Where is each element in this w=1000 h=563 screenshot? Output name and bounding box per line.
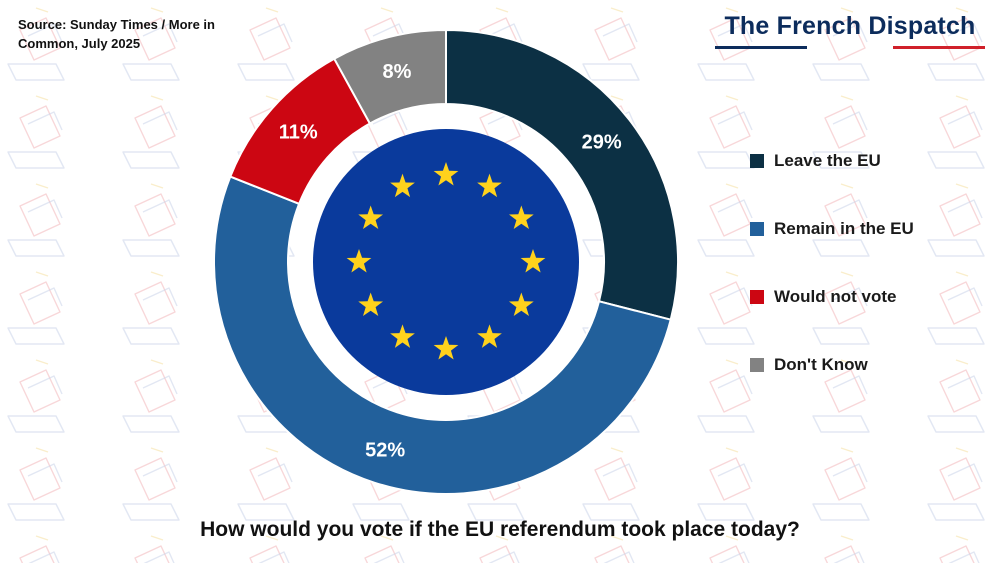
data-label-dont-know: 8% — [383, 61, 412, 83]
eu-stars — [346, 162, 546, 360]
legend-label-would-not-vote: Would not vote — [774, 287, 897, 306]
legend-swatch-leave — [750, 154, 764, 168]
brand-underline-blue — [715, 46, 807, 49]
donut-slice-dont-know — [332, 28, 447, 125]
brand-underline — [715, 46, 985, 50]
legend-item-would-not-vote: Would not vote — [750, 286, 990, 354]
slice-labels: 29% 52% 11% 8% — [279, 61, 622, 461]
eu-star-icon — [520, 249, 546, 273]
eu-star-icon — [433, 336, 459, 360]
eu-star-icon — [390, 173, 415, 198]
eu-star-icon — [390, 324, 415, 348]
legend-swatch-would-not-vote — [750, 290, 764, 304]
source-line-2: Common, July 2025 — [18, 36, 141, 51]
source-note: Source: Sunday Times / More in Common, J… — [18, 15, 248, 53]
data-label-would-not-vote: 11% — [279, 122, 318, 144]
eu-star-icon — [358, 205, 384, 230]
eu-flag-center — [313, 129, 579, 395]
eu-star-icon — [346, 249, 372, 273]
eu-star-icon — [477, 173, 502, 198]
brand-logo: The French Dispatch — [715, 12, 985, 50]
legend-label-dont-know: Don't Know — [774, 355, 868, 374]
legend-item-remain: Remain in the EU — [750, 218, 990, 286]
chart-title: How would you vote if the EU referendum … — [200, 518, 800, 541]
data-label-remain: 52% — [365, 439, 405, 461]
legend-label-remain: Remain in the EU — [774, 219, 914, 238]
donut-slice-leave — [445, 28, 679, 321]
source-line-1: Source: Sunday Times / More in — [18, 17, 215, 32]
eu-star-icon — [508, 205, 534, 230]
legend-swatch-remain — [750, 222, 764, 236]
eu-star-icon — [358, 292, 384, 317]
data-label-leave: 29% — [582, 131, 622, 153]
brand-title: The French Dispatch — [724, 12, 976, 40]
brand-underline-red — [893, 46, 985, 49]
eu-star-icon — [477, 324, 502, 348]
legend-label-leave: Leave the EU — [774, 151, 881, 170]
legend: Leave the EU Remain in the EU Would not … — [750, 150, 990, 422]
eu-flag-disc — [313, 129, 579, 395]
legend-item-leave: Leave the EU — [750, 150, 990, 218]
eu-star-icon — [433, 162, 459, 186]
legend-swatch-dont-know — [750, 358, 764, 372]
donut-slices — [213, 28, 679, 495]
legend-item-dont-know: Don't Know — [750, 354, 990, 422]
donut-slice-remain — [213, 175, 672, 495]
eu-star-icon — [508, 292, 534, 317]
